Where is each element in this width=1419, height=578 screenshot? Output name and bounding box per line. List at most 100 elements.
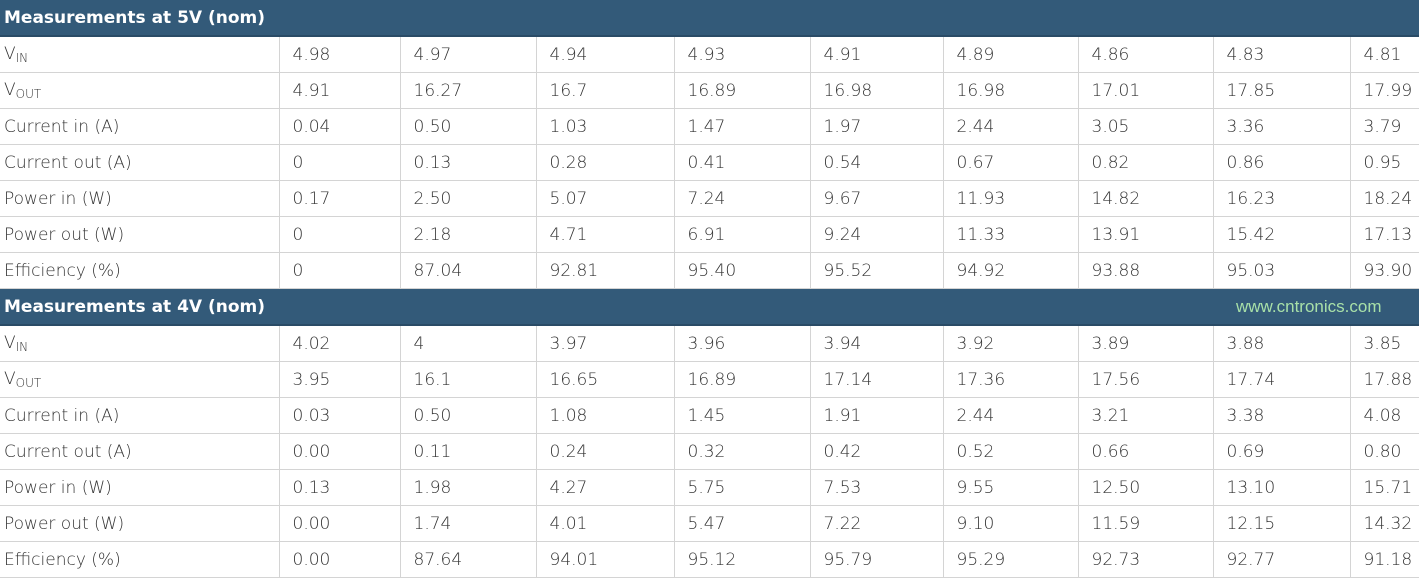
table-row: Power in (W) 0.13 1.98 4.27 5.75 7.53 9.55 12.5… <box>0 469 1419 506</box>
table-cell: 16.98 <box>942 72 1079 109</box>
table-cell: 9.10 <box>942 505 1079 542</box>
table-cell: 4.08 <box>1349 397 1419 434</box>
section-header-row: Measurements at 5V (nom) <box>0 0 1419 37</box>
row-label-subscript: OUT <box>15 87 42 101</box>
table-cell: 91.18 <box>1349 541 1419 578</box>
table-cell: 3.97 <box>535 325 675 362</box>
table-cell: 7.24 <box>673 180 811 217</box>
table-cell: 95.40 <box>673 252 811 289</box>
row-label: VIN <box>0 36 280 73</box>
table-cell: 0.82 <box>1077 144 1214 181</box>
table-cell: 11.93 <box>942 180 1079 217</box>
table-cell: 94.92 <box>942 252 1079 289</box>
row-label-text: Power out (W) <box>4 513 125 534</box>
table-cell: 18.24 <box>1349 180 1419 217</box>
table-cell: 0.00 <box>278 541 401 578</box>
row-label: Power out (W) <box>0 216 280 253</box>
table-cell: 1.91 <box>809 397 944 434</box>
row-label-text: Power in (W) <box>4 477 112 498</box>
table-cell: 0.50 <box>399 397 537 434</box>
table-cell: 16.1 <box>399 361 537 398</box>
row-label: Power in (W) <box>0 180 280 217</box>
row-label-subscript: IN <box>15 340 29 354</box>
table-cell: 9.55 <box>942 469 1079 506</box>
table-cell: 95.03 <box>1212 252 1351 289</box>
table-cell: 4.83 <box>1212 36 1351 73</box>
table-cell: 17.01 <box>1077 72 1214 109</box>
table-cell: 4 <box>399 325 537 362</box>
table-cell: 16.65 <box>535 361 675 398</box>
table-cell: 2.44 <box>942 108 1079 145</box>
table-cell: 17.88 <box>1349 361 1419 398</box>
table-cell: 12.15 <box>1212 505 1351 542</box>
table-cell: 14.82 <box>1077 180 1214 217</box>
table-cell: 16.98 <box>809 72 944 109</box>
table-cell: 16.7 <box>535 72 675 109</box>
table-cell: 95.12 <box>673 541 811 578</box>
table-cell: 3.94 <box>809 325 944 362</box>
row-label-text: Current out (A) <box>4 152 132 173</box>
table-cell: 0.42 <box>809 433 944 470</box>
table-row: VOUT 3.95 16.1 16.65 16.89 17.14 17.36 17.56 17.… <box>0 361 1419 398</box>
table-cell: 3.96 <box>673 325 811 362</box>
table-cell: 0.69 <box>1212 433 1351 470</box>
table-cell: 92.77 <box>1212 541 1351 578</box>
row-label: Current in (A) <box>0 397 280 434</box>
table-cell: 1.98 <box>399 469 537 506</box>
table-row: Efficiency (%) 0.00 87.64 94.01 95.12 95.79 95… <box>0 541 1419 578</box>
table-cell: 92.73 <box>1077 541 1214 578</box>
table-cell: 0.67 <box>942 144 1079 181</box>
table-cell: 1.45 <box>673 397 811 434</box>
table-row: VOUT 4.91 16.27 16.7 16.89 16.98 16.98 17.01 17.… <box>0 72 1419 109</box>
row-label-text: Current out (A) <box>4 441 132 462</box>
table-row: VIN 4.98 4.97 4.94 4.93 4.91 4.89 4.86 4.83 4.81 <box>0 36 1419 73</box>
row-label: Current in (A) <box>0 108 280 145</box>
table-cell: 1.08 <box>535 397 675 434</box>
table-cell: 0.52 <box>942 433 1079 470</box>
table-cell: 87.64 <box>399 541 537 578</box>
table-cell: 0 <box>278 144 401 181</box>
table-cell: 1.74 <box>399 505 537 542</box>
table-cell: 9.67 <box>809 180 944 217</box>
table-cell: 0.95 <box>1349 144 1419 181</box>
table-cell: 95.52 <box>809 252 944 289</box>
row-label: Power in (W) <box>0 469 280 506</box>
table-cell: 16.23 <box>1212 180 1351 217</box>
table-cell: 15.71 <box>1349 469 1419 506</box>
table-cell: 1.97 <box>809 108 944 145</box>
row-label: Power out (W) <box>0 505 280 542</box>
table-cell: 17.14 <box>809 361 944 398</box>
table-cell: 13.10 <box>1212 469 1351 506</box>
table-cell: 14.32 <box>1349 505 1419 542</box>
table-cell: 0.32 <box>673 433 811 470</box>
table-row: Current out (A) 0 0.13 0.28 0.41 0.54 0.67 0.82… <box>0 144 1419 181</box>
table-cell: 95.79 <box>809 541 944 578</box>
table-cell: 4.89 <box>942 36 1079 73</box>
table-cell: 3.85 <box>1349 325 1419 362</box>
table-cell: 0.50 <box>399 108 537 145</box>
row-label: Current out (A) <box>0 433 280 470</box>
table-cell: 0.00 <box>278 433 401 470</box>
table-cell: 4.91 <box>278 72 401 109</box>
table-cell: 13.91 <box>1077 216 1214 253</box>
table-cell: 0 <box>278 252 401 289</box>
table-cell: 0.86 <box>1212 144 1351 181</box>
table-cell: 16.89 <box>673 361 811 398</box>
table-cell: 4.94 <box>535 36 675 73</box>
row-label-text: V <box>4 80 16 100</box>
table-cell: 2.50 <box>399 180 537 217</box>
row-label: VIN <box>0 325 280 362</box>
table-cell: 1.47 <box>673 108 811 145</box>
table-cell: 93.90 <box>1349 252 1419 289</box>
row-label-text: V <box>4 369 16 389</box>
table-cell: 92.81 <box>535 252 675 289</box>
table-cell: 95.29 <box>942 541 1079 578</box>
table-cell: 3.89 <box>1077 325 1214 362</box>
table-cell: 3.79 <box>1349 108 1419 145</box>
table-row: Efficiency (%) 0 87.04 92.81 95.40 95.52 94.92… <box>0 252 1419 289</box>
table-row: Current in (A) 0.04 0.50 1.03 1.47 1.97 2.44 3.… <box>0 108 1419 145</box>
table-cell: 1.03 <box>535 108 675 145</box>
table-cell: 4.02 <box>278 325 401 362</box>
table-cell: 3.88 <box>1212 325 1351 362</box>
table-cell: 0.13 <box>278 469 401 506</box>
